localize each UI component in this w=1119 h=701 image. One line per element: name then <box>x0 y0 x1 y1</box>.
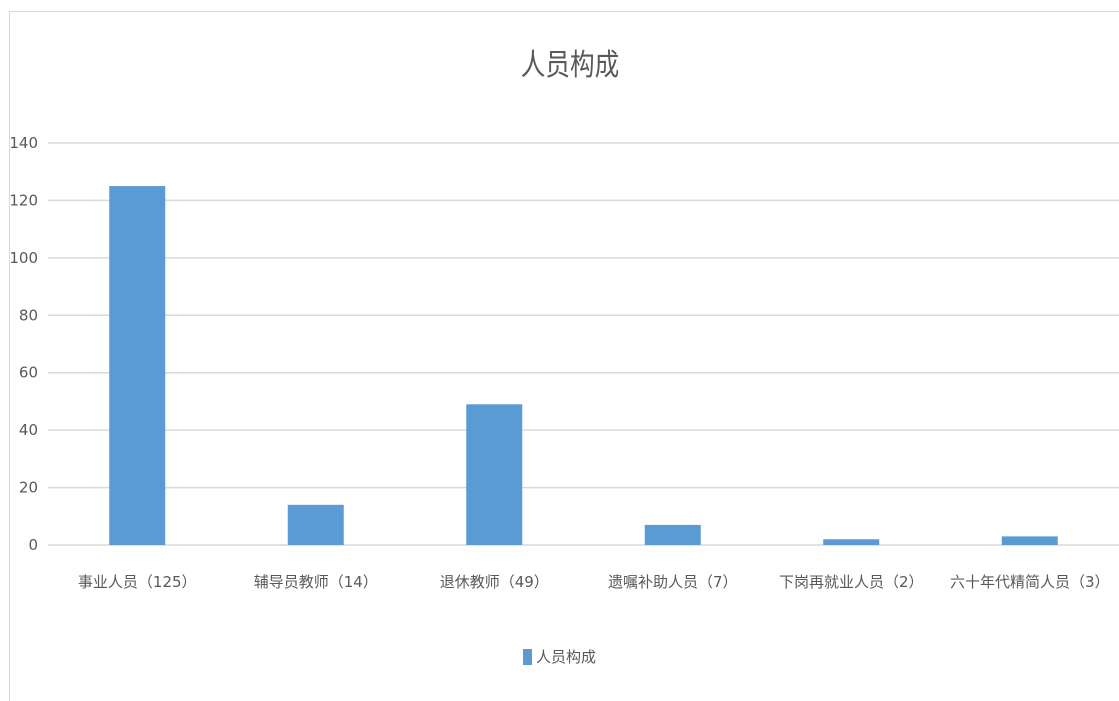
x-axis-labels: 事业人员（125） 辅导员教师（14） 退休教师（49） 遗嘱补助人员（7） 下岗再就业… <box>78 573 1110 591</box>
y-tick-label: 140 <box>9 134 38 152</box>
y-tick-label: 0 <box>28 536 38 554</box>
bar-2 <box>466 404 523 545</box>
y-axis-ticks: 0 20 40 60 80 100 120 140 <box>9 134 38 554</box>
x-category-label: 辅导员教师（14） <box>254 573 378 591</box>
bar-5 <box>1001 536 1058 545</box>
x-category-label: 下岗再就业人员（2） <box>779 573 924 591</box>
chart-frame <box>9 11 1119 701</box>
bars <box>109 186 1058 546</box>
grid-lines <box>48 142 1119 546</box>
bar-4 <box>823 539 880 545</box>
x-category-label: 事业人员（125） <box>78 573 197 591</box>
y-tick-label: 120 <box>9 191 38 209</box>
chart-title: 人员构成 <box>520 48 620 83</box>
legend-label: 人员构成 <box>535 648 596 666</box>
bar-1 <box>287 504 344 545</box>
legend-swatch <box>522 648 532 665</box>
y-tick-label: 20 <box>19 479 38 497</box>
x-category-label: 六十年代精简人员（3） <box>950 573 1110 591</box>
y-tick-label: 100 <box>9 249 38 267</box>
bar-0 <box>109 186 166 546</box>
y-tick-label: 80 <box>19 306 38 324</box>
y-tick-label: 60 <box>19 364 38 382</box>
x-category-label: 退休教师（49） <box>440 573 549 591</box>
bar-3 <box>644 524 701 545</box>
x-category-label: 遗嘱补助人员（7） <box>608 573 738 591</box>
legend: 人员构成 <box>0 646 1119 667</box>
y-tick-label: 40 <box>19 421 38 439</box>
